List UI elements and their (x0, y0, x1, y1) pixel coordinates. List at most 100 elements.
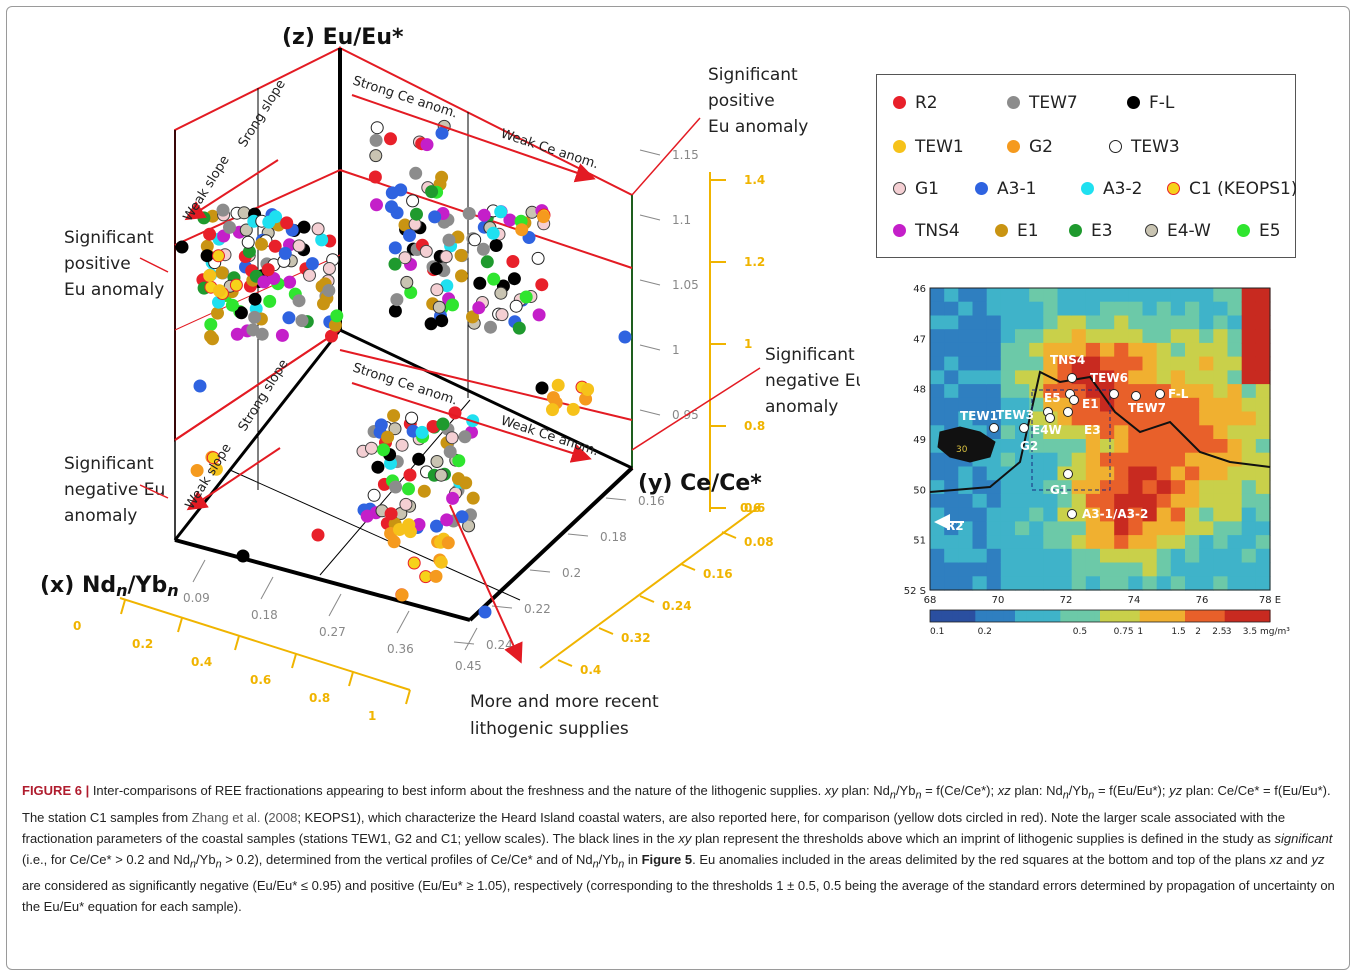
data-point (204, 318, 218, 331)
map-cell (1071, 562, 1087, 577)
map-cell (1029, 342, 1044, 358)
station-marker (1063, 469, 1073, 479)
data-point (484, 320, 497, 334)
map-cell (930, 288, 945, 303)
map-cell (944, 562, 959, 577)
data-point (402, 482, 415, 496)
figure5-link[interactable]: Figure 5 (641, 851, 693, 867)
map-cell (1213, 562, 1229, 577)
data-point (246, 323, 260, 337)
map-cell (1156, 439, 1172, 454)
map-cell (1085, 370, 1101, 385)
data-point (535, 278, 549, 292)
data-point (425, 185, 439, 199)
polar-front-line (929, 370, 1271, 493)
data-point (435, 170, 449, 184)
station-label: E5 (1044, 391, 1061, 405)
map-cell (1000, 301, 1016, 316)
map-cell (1213, 342, 1229, 358)
data-point (369, 149, 383, 163)
map-cell (1199, 480, 1214, 495)
colorbar-cell (1054, 610, 1061, 622)
sig-pos-eu-left: positive (64, 254, 131, 274)
map-cell (1156, 329, 1172, 344)
map-cell (930, 493, 945, 509)
map-cell (1170, 315, 1186, 330)
map-cell (1029, 288, 1044, 303)
x-tick-mark (464, 627, 478, 651)
data-point (368, 170, 382, 184)
colorbar-cell (1224, 610, 1231, 622)
map-cell (1071, 452, 1087, 467)
map-cell (1199, 507, 1214, 522)
data-point (435, 314, 449, 328)
caption-text: plan: Ce/Ce* = f(Eu/Eu*). The station C1… (22, 783, 1331, 825)
map-cell (1213, 288, 1229, 303)
map-cell (1185, 548, 1200, 564)
map-cell (1227, 411, 1243, 426)
data-point (395, 588, 409, 602)
map-cell (1227, 562, 1243, 577)
map-cell (1199, 288, 1214, 303)
sig-pos-eu-right: Significant (708, 65, 798, 85)
map-cell (1100, 521, 1115, 536)
map-cell (1000, 315, 1016, 330)
colorbar-cell (1077, 610, 1084, 622)
colorbar-cell (1253, 610, 1260, 622)
map-cell (1015, 535, 1030, 550)
data-point (515, 223, 529, 237)
map-cell (1029, 425, 1044, 440)
x-yellow-label: 0.8 (309, 691, 330, 705)
data-point (537, 210, 550, 224)
map-cell (1142, 342, 1158, 358)
data-point (494, 286, 508, 300)
map-cell (1185, 397, 1200, 413)
map-cell (1085, 548, 1101, 564)
colorbar-cell (1105, 610, 1112, 622)
map-cell (1015, 384, 1030, 399)
sig-neg-eu-right: anomaly (765, 397, 838, 417)
data-point (398, 251, 412, 265)
x-tick-label: 0.27 (319, 625, 346, 639)
map-cell (1199, 493, 1214, 509)
reference-link[interactable]: Zhang et al. (191, 809, 261, 825)
contour-label: 30 (956, 445, 968, 455)
data-point (203, 227, 217, 241)
map-cell (1057, 439, 1073, 454)
map-cell (1071, 466, 1087, 481)
colorbar-cell (1009, 610, 1016, 622)
reference-year-link[interactable]: 2008 (268, 809, 298, 825)
colorbar-cell (1139, 610, 1146, 622)
map-cell (1057, 521, 1073, 536)
colorbar-cell (1173, 610, 1180, 622)
data-point (566, 402, 580, 416)
data-point (458, 430, 472, 444)
caption-sub: n (215, 858, 222, 871)
map-cell (1128, 452, 1144, 467)
y-yellow-tick (721, 531, 737, 539)
map-cell (1241, 315, 1257, 330)
legend-item: G2 (1007, 137, 1053, 157)
map-cell (958, 384, 974, 399)
map-cell (1185, 329, 1200, 344)
map-cell (944, 342, 959, 358)
colorbar-cell (1094, 610, 1101, 622)
colorbar-cell (1026, 610, 1033, 622)
map-cell (1170, 466, 1186, 481)
map-cell (1156, 370, 1172, 385)
map-cell (1156, 576, 1172, 591)
data-point (204, 330, 218, 343)
data-point (295, 314, 309, 328)
map-cell (986, 356, 1002, 371)
legend-label: A3-2 (1103, 179, 1143, 199)
data-point (292, 294, 306, 308)
map-cell (1029, 562, 1044, 577)
map-cell (1142, 439, 1158, 454)
map-cell (972, 548, 988, 564)
data-point (234, 306, 248, 320)
sig-pos-eu-right: Eu anomaly (708, 117, 808, 137)
map-cell (1071, 493, 1087, 509)
x-yellow-tick (177, 617, 183, 633)
map-cell (1170, 288, 1186, 303)
map-cell (1015, 397, 1030, 413)
